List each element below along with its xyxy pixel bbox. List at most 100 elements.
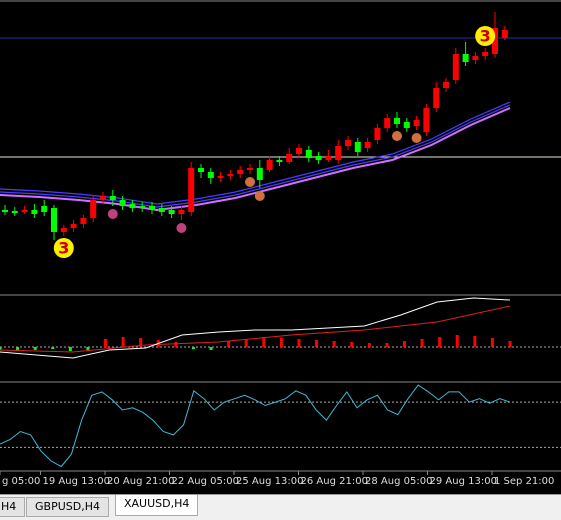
candle-body [501,30,508,38]
histogram-bar [33,347,37,350]
candle-body [31,210,38,214]
candle-body [374,128,381,140]
candle-body [70,224,77,228]
tab-bar: H4 GBPUSD,H4 XAUUSD,H4 [0,494,561,520]
histogram-bar [402,341,406,347]
histogram-bar [385,343,389,347]
candle-body [384,118,391,128]
candle-body [119,200,126,206]
histogram-bar [174,342,178,347]
candle-body [129,204,136,208]
signal-marker-label: 3 [58,239,69,258]
histogram-bar [16,347,20,351]
histogram-bar [227,341,231,347]
candle-body [354,142,361,152]
candle-body [394,118,400,124]
histogram-bar [104,339,108,347]
histogram-bar [262,337,266,347]
x-tick-label: 29 Aug 13:00 [430,476,497,487]
signal-marker-label: 3 [480,27,491,46]
candle-body [403,122,410,128]
histogram-bar [438,337,442,347]
candle-body [149,206,155,210]
candle-body [462,54,469,62]
x-tick-label: g 05:00 [2,476,40,487]
candle-body [305,150,312,158]
candle-body [423,108,430,132]
oscillator-line [0,297,511,359]
candle-body [80,218,87,224]
signal-marker [475,26,496,46]
histogram-bar [139,338,143,347]
candle-body [2,210,8,212]
background [0,0,561,494]
candle-body [217,176,224,178]
histogram-bar [297,339,301,347]
arrow-marker [107,209,118,219]
histogram-bar [68,347,72,351]
moving-average [0,107,511,212]
histogram-bar [455,335,459,347]
candle-body [41,206,48,212]
histogram-bar [350,342,354,347]
x-tick-label: 19 Aug 13:00 [43,476,110,487]
candle-body [227,174,234,176]
x-tick-label: 28 Aug 05:00 [365,476,432,487]
candle-body [276,160,283,162]
tab[interactable]: GBPUSD,H4 [26,497,109,517]
oscillator-line [0,305,511,353]
tab[interactable]: XAUUSD,H4 [115,495,199,516]
candle-body [139,206,146,208]
arrow-marker [411,133,422,143]
rsi-line [0,384,511,468]
candle-body [286,154,293,162]
histogram-bar [420,339,424,347]
candle-body [482,52,489,56]
arrow-marker [176,223,187,233]
histogram-bar [0,347,2,350]
candle-body [188,168,195,212]
x-tick-label: 25 Aug 13:00 [236,476,303,487]
histogram-bar [86,347,90,350]
candle-body [247,168,253,170]
candle-body [256,168,263,180]
histogram-bar [490,338,494,347]
candle-body [60,228,67,232]
x-tick-label: 1 Sep 21:00 [494,476,554,487]
candle-body [158,208,165,212]
histogram-bar [367,343,371,347]
histogram-bar [279,338,283,347]
tab[interactable]: H4 [0,497,26,517]
candle-body [364,142,371,148]
candle-body [443,82,449,88]
candle-body [433,88,440,108]
candle-body [100,196,106,200]
histogram-bar [51,347,55,349]
x-tick-label: 26 Aug 21:00 [301,476,368,487]
histogram-bar [315,340,319,347]
histogram-bar [332,341,336,347]
moving-average [0,104,511,208]
histogram-bar [244,339,248,347]
candle-body [11,211,18,213]
candle-body [266,160,273,170]
candle-body [315,156,322,160]
candle-body [452,54,459,80]
moving-average [0,101,511,205]
candle-body [296,148,302,154]
x-tick-label: 20 Aug 21:00 [107,476,174,487]
candle-body [109,196,116,200]
candle-body [325,156,332,160]
candle-body [178,210,185,214]
candle-body [207,172,214,178]
histogram-bar [121,337,125,347]
candle-body [492,28,498,54]
arrow-marker [392,131,402,141]
signal-marker [53,238,74,258]
histogram-bar [508,341,512,347]
candle-body [168,210,175,214]
histogram-bar [209,347,213,350]
candle-body [335,146,342,160]
